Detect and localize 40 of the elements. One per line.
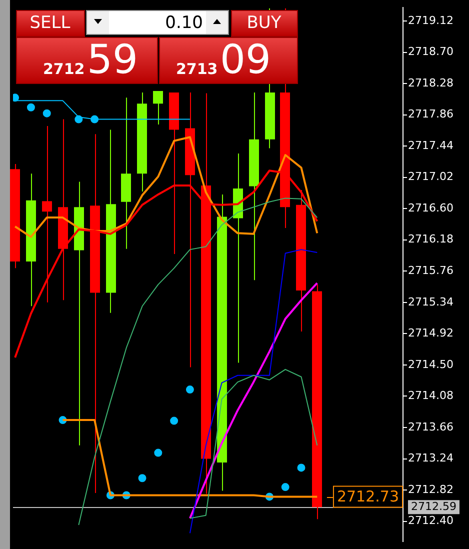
annotation: 2712	[43, 59, 85, 80]
y-tick-label: 2717.44	[408, 138, 454, 152]
number-field: 0.10	[86, 10, 229, 35]
y-tick-label: 2714.92	[408, 326, 454, 340]
annotation: BUY	[246, 12, 282, 35]
y-tick-label: 2717.86	[408, 108, 454, 121]
y-tick-label: 2716.60	[408, 201, 454, 214]
y-tick-label: 2718.70	[408, 45, 454, 58]
y-tick-label: 2715.34	[408, 295, 454, 308]
point	[281, 483, 290, 492]
y-tick-label: 2714.08	[408, 389, 454, 402]
y-tick-label: 2718.28	[408, 76, 454, 90]
sell-button: SELL	[16, 10, 85, 37]
annotation: 2713	[176, 59, 218, 80]
y-tick-label: 2712.40	[408, 514, 454, 528]
annotation: 59	[87, 37, 138, 83]
y-tick-label: 2712.82	[408, 482, 454, 496]
buy-button: BUY	[231, 10, 298, 37]
point	[154, 448, 162, 457]
y-tick-label: 2715.76	[408, 264, 454, 278]
y-tick-label: 2713.66	[408, 420, 454, 434]
point	[42, 109, 51, 118]
y-tick-label: 2716.18	[408, 232, 454, 246]
annotation: SELL	[28, 12, 72, 35]
point	[170, 416, 178, 425]
sell-price-box: 2712 59	[16, 37, 158, 84]
y-tick-label: 2713.24	[408, 452, 454, 465]
candlestick	[153, 90, 163, 125]
annotation: 0.10	[164, 13, 203, 33]
ref-line-label: 2712.59	[411, 500, 456, 514]
point	[186, 386, 194, 394]
y-tick-label: 2717.02	[408, 170, 454, 184]
y-tick-label: 2719.12	[408, 14, 454, 27]
point	[138, 474, 146, 482]
ref-line-label: 2712.73	[336, 488, 399, 506]
buy-price-box: 2713 09	[159, 37, 298, 84]
annotation: 09	[220, 37, 271, 83]
point	[26, 103, 35, 112]
point	[297, 464, 306, 472]
y-tick-label: 2714.50	[408, 358, 454, 371]
